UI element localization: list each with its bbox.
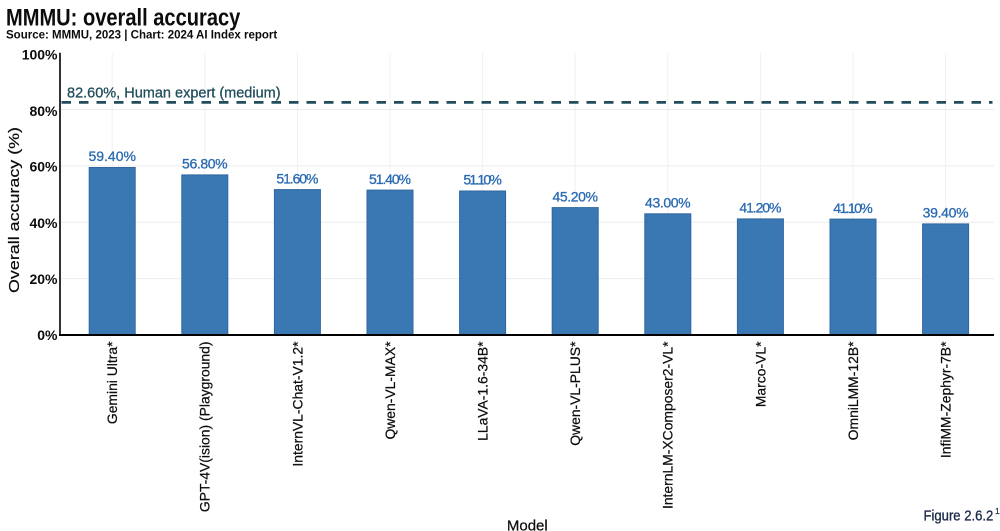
svg-text:51.40%: 51.40% — [369, 171, 411, 187]
svg-text:56.80%: 56.80% — [182, 156, 228, 172]
svg-text:51.10%: 51.10% — [463, 172, 502, 188]
svg-text:20%: 20% — [29, 271, 58, 287]
svg-text:Model: Model — [507, 518, 548, 531]
svg-text:Qwen-VL-PLUS*: Qwen-VL-PLUS* — [567, 341, 583, 446]
svg-text:45.20%: 45.20% — [552, 188, 598, 204]
svg-text:82.60%, Human expert (medium): 82.60%, Human expert (medium) — [67, 86, 281, 102]
svg-text:Qwen-VL-MAX*: Qwen-VL-MAX* — [382, 341, 398, 440]
svg-text:100%: 100% — [22, 46, 58, 62]
svg-text:60%: 60% — [29, 159, 58, 175]
svg-text:Overall accuracy (%): Overall accuracy (%) — [7, 127, 23, 293]
svg-text:Figure 2.6.2: Figure 2.6.2 — [924, 508, 994, 525]
svg-text:59.40%: 59.40% — [88, 148, 136, 164]
svg-text:80%: 80% — [29, 103, 58, 119]
svg-text:12: 12 — [995, 506, 1000, 516]
svg-text:41.10%: 41.10% — [833, 200, 873, 216]
svg-text:39.40%: 39.40% — [923, 205, 969, 221]
svg-text:51.60%: 51.60% — [276, 170, 318, 186]
svg-text:40%: 40% — [29, 215, 58, 231]
svg-text:Marco-VL*: Marco-VL* — [752, 341, 768, 407]
svg-text:43.00%: 43.00% — [645, 195, 691, 211]
svg-text:InternVL-Chat-V1.2*: InternVL-Chat-V1.2* — [289, 341, 305, 467]
svg-text:Gemini Ultra*: Gemini Ultra* — [104, 341, 120, 424]
svg-text:InternLM-XComposer2-VL*: InternLM-XComposer2-VL* — [660, 341, 676, 509]
svg-text:MMMU: overall accuracy: MMMU: overall accuracy — [6, 4, 241, 31]
svg-text:GPT-4V(ision) (Playground): GPT-4V(ision) (Playground) — [197, 342, 213, 513]
svg-text:0%: 0% — [37, 327, 58, 343]
svg-text:OmniLMM-12B*: OmniLMM-12B* — [845, 341, 861, 440]
svg-text:41.20%: 41.20% — [739, 200, 781, 216]
svg-text:Source: MMMU, 2023 | Chart: 20: Source: MMMU, 2023 | Chart: 2024 AI Inde… — [6, 30, 277, 42]
svg-text:LLaVA-1.6-34B*: LLaVA-1.6-34B* — [475, 341, 491, 441]
svg-text:InfiMM-Zephyr-7B*: InfiMM-Zephyr-7B* — [938, 341, 954, 458]
